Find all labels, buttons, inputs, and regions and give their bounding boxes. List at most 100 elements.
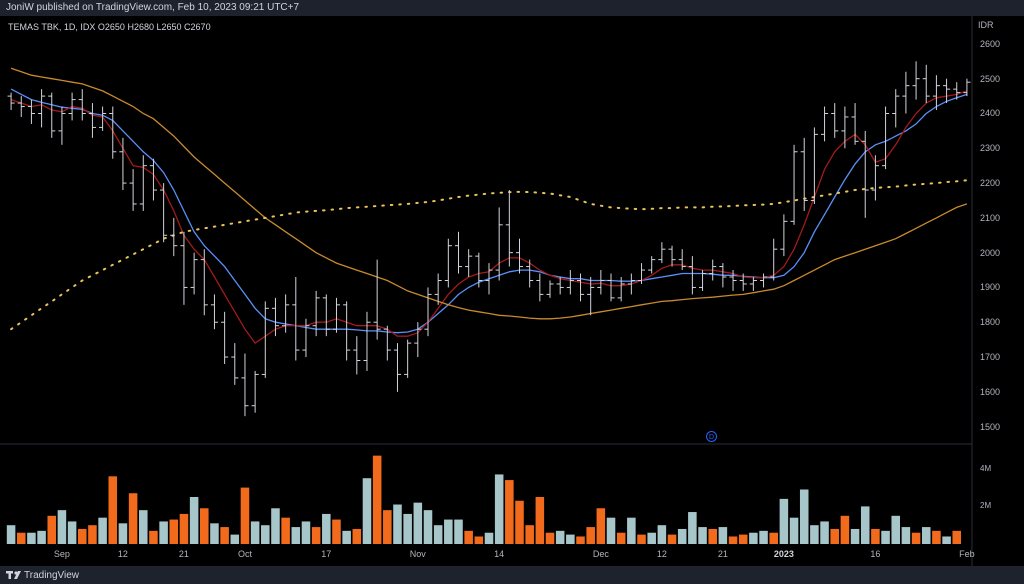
ohlc-bar	[404, 339, 412, 378]
ohlc-bar	[363, 311, 371, 371]
ohlc-bar	[261, 301, 269, 378]
volume-bar	[372, 455, 382, 544]
ohlc-bar	[627, 273, 635, 295]
volume-bar	[291, 527, 301, 544]
volume-bar	[576, 536, 585, 544]
volume-bar	[952, 530, 962, 544]
ohlc-bar	[770, 238, 778, 281]
ohlc-bar	[241, 353, 249, 417]
tradingview-logo-icon	[6, 571, 21, 579]
volume-bar	[698, 527, 707, 544]
volume-bar	[128, 493, 138, 544]
volume-bar	[810, 525, 819, 544]
volume-bar	[67, 521, 77, 544]
legend-open-label: O	[97, 22, 105, 32]
volume-bar	[759, 530, 768, 544]
volume-bar	[118, 523, 128, 544]
volume-bar	[637, 534, 646, 544]
volume-bar	[301, 521, 311, 544]
ohlc-bar	[119, 137, 127, 191]
volume-bar	[860, 506, 870, 544]
ohlc-bar	[902, 71, 910, 114]
ohlc-bar	[170, 217, 178, 257]
ohlc-bar	[332, 297, 341, 333]
publish-header: JoniW published on TradingView.com, Feb …	[0, 0, 1024, 16]
time-tick-label: 17	[321, 549, 332, 559]
price-tick-label: 2100	[980, 212, 1001, 223]
volume-bar	[820, 521, 829, 544]
ohlc-bar	[322, 294, 330, 337]
volume-bar	[16, 532, 26, 544]
price-tick-label: 2400	[980, 108, 1001, 119]
ohlc-bar	[790, 144, 798, 225]
volume-bar	[77, 528, 87, 544]
ohlc-bar	[882, 106, 890, 170]
volume-bar	[667, 534, 677, 544]
volume-bar	[250, 521, 260, 544]
volume-bar	[525, 525, 534, 544]
price-tick-label: 1700	[980, 352, 1001, 363]
ohlc-bar	[607, 273, 615, 302]
ohlc-bar	[932, 75, 940, 111]
volume-bar	[871, 528, 880, 544]
time-tick-label: 14	[494, 549, 505, 559]
ohlc-bar	[912, 61, 920, 100]
volume-bar	[515, 500, 524, 544]
volume-bar	[27, 532, 36, 544]
ohlc-bar	[353, 336, 361, 375]
ohlc-bar	[282, 294, 290, 333]
volume-bar	[921, 527, 931, 544]
ohlc-bar	[729, 270, 737, 291]
volume-bar	[47, 515, 57, 544]
volume-bar	[708, 528, 717, 544]
time-tick-label: Feb	[959, 549, 975, 559]
volume-bar	[566, 534, 575, 544]
ohlc-bar	[526, 259, 534, 288]
volume-bar	[789, 517, 799, 544]
volume-bar	[6, 525, 16, 544]
ohlc-bar	[210, 294, 219, 330]
ohlc-bar	[576, 273, 585, 302]
ohlc-bar	[48, 92, 56, 138]
volume-bar	[433, 525, 443, 544]
volume-bar	[139, 510, 148, 544]
price-tick-label: 1800	[980, 317, 1001, 328]
ohlc-bar	[800, 137, 808, 211]
legend-low-label: L	[156, 22, 162, 32]
volume-bar	[799, 489, 809, 544]
volume-bar	[942, 536, 951, 544]
ohlc-bar	[17, 96, 25, 117]
volume-bar	[911, 532, 921, 544]
volume-bar	[647, 532, 656, 544]
ohlc-bar	[943, 78, 951, 104]
ohlc-bar	[688, 256, 696, 295]
volume-tick-label: 4M	[980, 463, 992, 473]
ohlc-bar	[129, 169, 137, 211]
ohlc-bar	[810, 127, 818, 204]
ohlc-bar	[851, 103, 859, 145]
ohlc-bar	[475, 252, 483, 288]
symbol-legend: TEMAS TBK, 1D, IDX O2650 H2680 L2650 C26…	[8, 22, 211, 32]
volume-bar	[240, 487, 250, 544]
volume-bar	[281, 517, 290, 544]
ohlc-bar	[658, 242, 666, 264]
ohlc-bar	[892, 89, 900, 128]
ohlc-bar	[597, 270, 605, 295]
dividend-marker[interactable]: D	[706, 431, 717, 442]
ohlc-bar	[831, 103, 839, 138]
ohlc-bar	[871, 155, 879, 201]
chart-area[interactable]	[0, 16, 1024, 566]
volume-bar	[383, 510, 392, 544]
volume-bar	[189, 497, 199, 544]
price-tick-label: 2500	[980, 73, 1001, 84]
ohlc-bar	[820, 106, 829, 142]
price-tick-label: 2200	[980, 178, 1001, 189]
volume-bar	[454, 519, 463, 544]
ohlc-bar	[841, 106, 849, 149]
ohlc-bar	[780, 214, 788, 257]
symbol-title: TEMAS TBK, 1D, IDX	[8, 22, 96, 32]
ohlc-bar	[180, 231, 188, 305]
volume-bar	[210, 523, 219, 544]
ohlc-bar	[271, 297, 280, 337]
